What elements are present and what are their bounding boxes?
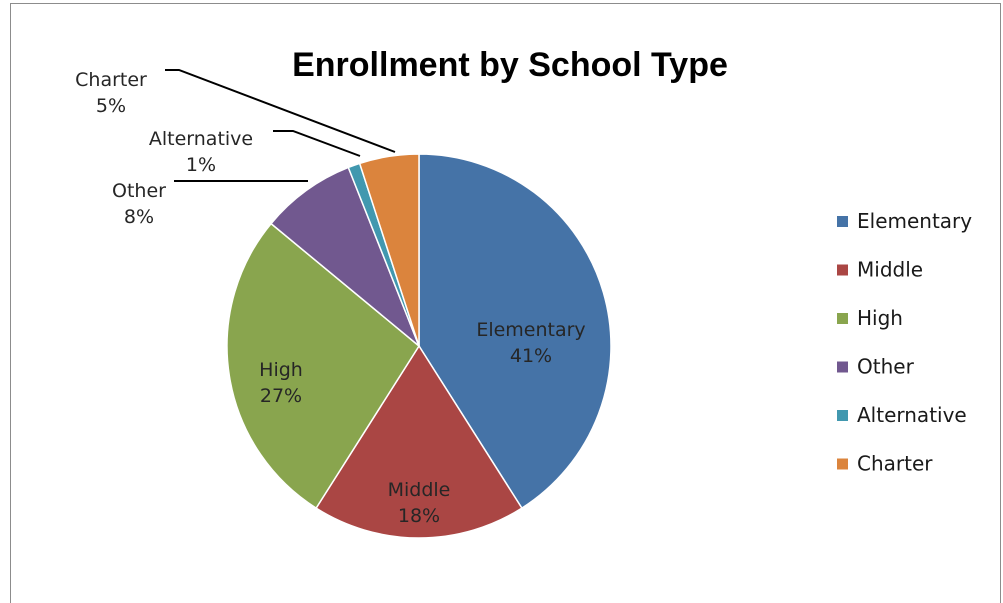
data-label-category: Other: [112, 180, 166, 202]
chart-title: Enrollment by School Type: [292, 46, 728, 84]
data-label-category: Charter: [75, 69, 147, 91]
leader-lines: [165, 69, 396, 182]
data-label-elementary: Elementary 41%: [476, 319, 585, 367]
data-label-category: High: [259, 359, 303, 381]
legend-item-charter: Charter: [837, 452, 933, 476]
data-label-percent: 41%: [510, 345, 552, 367]
data-label-category: Elementary: [476, 319, 585, 341]
legend-swatch: [837, 458, 848, 470]
chart-area: Enrollment by School Type Elementary 41% M…: [10, 3, 1001, 603]
slice-elementary: [418, 153, 612, 510]
leader-line-alternative: [273, 130, 361, 157]
slice-charter: [358, 153, 420, 347]
legend-swatch: [837, 216, 848, 227]
legend-swatch: [837, 313, 848, 324]
legend-label: Middle: [857, 258, 923, 282]
legend-item-other: Other: [837, 355, 915, 379]
data-label-percent: 27%: [260, 385, 302, 407]
leader-line-charter: [165, 69, 396, 153]
legend-item-alternative: Alternative: [837, 403, 967, 427]
data-label-charter: Charter 5%: [75, 69, 147, 117]
legend: Elementary Middle High Other Alternative Char…: [837, 209, 972, 476]
data-labels: Elementary 41% Middle 18% High 27% Other 8% Alte…: [75, 69, 586, 527]
data-label-percent: 8%: [124, 206, 154, 228]
legend-label: Alternative: [857, 403, 967, 427]
slice-high: [226, 222, 420, 510]
data-label-middle: Middle 18%: [388, 479, 451, 527]
data-label-high: High 27%: [259, 359, 303, 407]
legend-swatch: [837, 361, 848, 373]
data-label-percent: 5%: [96, 95, 126, 117]
legend-label: High: [857, 306, 903, 330]
slice-other: [270, 166, 420, 347]
legend-label: Charter: [857, 452, 933, 476]
data-label-category: Middle: [388, 479, 451, 501]
legend-item-middle: Middle: [837, 258, 923, 282]
data-label-category: Alternative: [149, 128, 253, 150]
pie-chart: Enrollment by School Type Elementary 41% M…: [75, 46, 972, 539]
legend-swatch: [837, 264, 848, 276]
legend-label: Other: [857, 355, 915, 379]
data-label-other: Other 8%: [112, 180, 166, 228]
data-label-percent: 1%: [186, 154, 216, 176]
legend-swatch: [837, 410, 848, 421]
data-label-percent: 18%: [398, 505, 440, 527]
pie-slices: [226, 153, 612, 539]
data-label-alternative: Alternative 1%: [149, 128, 253, 176]
legend-label: Elementary: [857, 209, 972, 233]
slice-middle: [315, 344, 523, 539]
legend-item-elementary: Elementary: [837, 209, 972, 233]
legend-item-high: High: [837, 306, 903, 330]
